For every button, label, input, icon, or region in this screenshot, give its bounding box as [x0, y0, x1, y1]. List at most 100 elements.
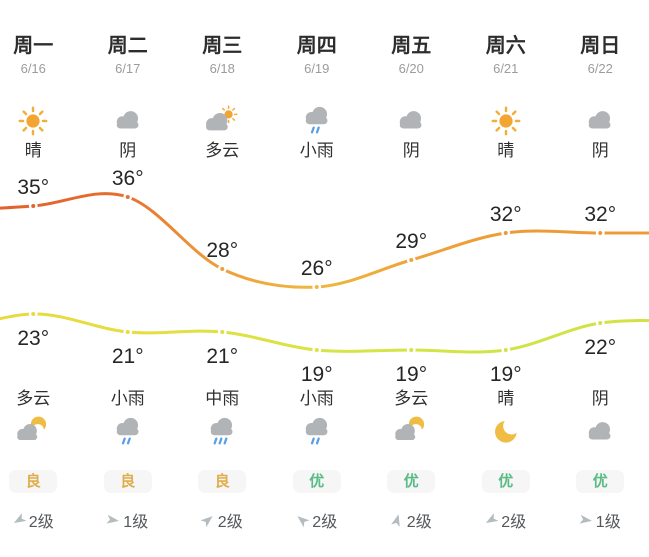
high-temp-point: [28, 201, 38, 211]
low-temp-point: [123, 327, 133, 337]
light-rain-icon: [300, 104, 334, 138]
date-label: 6/21: [493, 61, 519, 76]
partly-cloudy-icon: [205, 104, 239, 138]
low-temp-point: [28, 309, 38, 319]
low-label: 21°: [112, 345, 144, 368]
sun-icon: [16, 104, 50, 138]
day-condition-label: 阴: [402, 141, 420, 160]
forecast-day-column[interactable]: 周二 6/17 阴 小雨 良 1级: [81, 0, 176, 557]
day-condition-label: 多云: [205, 141, 240, 160]
night-condition-label: 晴: [497, 389, 515, 408]
high-label: 26°: [301, 257, 333, 280]
high-temp-point: [123, 192, 133, 202]
sun-icon: [489, 104, 523, 138]
cloud-icon: [583, 415, 617, 449]
low-label: 23°: [17, 327, 49, 350]
high-temp-point: [217, 264, 227, 274]
temperature-chart: 35° 36° 28° 26° 29° 32° 32° 23° 21° 21° 19° 19° 19° 2…: [0, 167, 649, 386]
wind-level-label: 1级: [595, 514, 621, 531]
wind-direction-icon: [199, 512, 216, 529]
high-temp-point: [501, 228, 511, 238]
day-of-week-label: 周二: [107, 35, 148, 57]
wind-direction-icon: [106, 513, 121, 527]
aqi-badge[interactable]: 优: [387, 470, 436, 493]
night-condition-label: 多云: [16, 389, 51, 408]
wind-level: 2级: [296, 508, 337, 532]
wind-level-label: 2级: [312, 514, 338, 531]
wind-direction-icon: [294, 512, 311, 529]
forecast-day-column[interactable]: 周四 6/19 小雨 小雨 优 2级: [270, 0, 365, 557]
wind-level-label: 2级: [501, 514, 527, 531]
wind-level: 2级: [199, 508, 243, 532]
high-label: 35°: [17, 176, 49, 199]
day-of-week-label: 周一: [13, 35, 54, 57]
high-temp-point: [312, 282, 322, 292]
day-condition-label: 小雨: [299, 141, 334, 160]
night-condition-label: 小雨: [299, 389, 334, 408]
wind-level: 1级: [579, 508, 621, 532]
high-temp-point: [406, 255, 416, 265]
aqi-badge[interactable]: 良: [103, 470, 152, 493]
high-temp-line: [0, 192, 649, 289]
forecast-day-column[interactable]: 周日 6/22 阴 阴 优 1级: [553, 0, 648, 557]
high-temp-point: [595, 228, 605, 238]
low-temp-point: [501, 345, 511, 355]
low-temp-line: [0, 312, 649, 354]
night-condition-label: 阴: [591, 389, 609, 408]
wind-level-label: 2级: [28, 514, 54, 531]
low-temp-point: [217, 327, 227, 337]
low-label: 21°: [206, 345, 238, 368]
forecast-day-column[interactable]: 周一 6/16 晴 多云 良 2级: [0, 0, 81, 557]
day-of-week-label: 周五: [391, 35, 432, 57]
forecast-day-column[interactable]: 周五 6/20 阴 多云 优 2级: [364, 0, 459, 557]
night-condition-label: 小雨: [110, 389, 145, 408]
wind-level-label: 2级: [406, 514, 432, 531]
forecast-day-column[interactable]: 周三 6/18 多云 中雨 良 2级: [175, 0, 270, 557]
wind-direction-icon: [483, 512, 499, 528]
moderate-rain-icon: [205, 415, 239, 449]
aqi-badge[interactable]: 优: [576, 470, 625, 493]
wind-level: 2级: [13, 508, 54, 532]
cloud-moon-icon: [16, 415, 50, 449]
high-label: 36°: [112, 167, 144, 190]
low-label: 19°: [490, 363, 522, 386]
high-label: 29°: [395, 230, 427, 253]
wind-level: 1级: [106, 508, 149, 532]
wind-level-label: 2级: [217, 514, 243, 531]
day-condition-label: 阴: [591, 141, 609, 160]
high-label: 32°: [490, 203, 522, 226]
high-label: 32°: [584, 203, 616, 226]
low-label: 19°: [301, 363, 333, 386]
cloud-icon: [394, 104, 428, 138]
night-condition-label: 多云: [394, 389, 429, 408]
low-temp-point: [406, 345, 416, 355]
aqi-badge[interactable]: 优: [292, 470, 341, 493]
low-temp-point: [312, 345, 322, 355]
high-label: 28°: [206, 239, 238, 262]
wind-level-label: 1级: [123, 514, 149, 531]
day-of-week-label: 周六: [485, 35, 526, 57]
cloud-icon: [583, 104, 617, 138]
cloud-moon-icon: [394, 415, 428, 449]
aqi-badge[interactable]: 良: [9, 470, 58, 493]
aqi-badge[interactable]: 优: [481, 470, 530, 493]
forecast-day-column[interactable]: 周六 6/21 晴 晴 优 2级: [459, 0, 554, 557]
day-condition-label: 晴: [497, 141, 515, 160]
date-label: 6/19: [304, 61, 330, 76]
date-label: 6/18: [209, 61, 235, 76]
wind-direction-icon: [11, 512, 27, 528]
date-label: 6/17: [115, 61, 141, 76]
wind-direction-icon: [579, 513, 593, 527]
day-of-week-label: 周三: [202, 35, 243, 57]
day-condition-label: 晴: [24, 141, 42, 160]
date-label: 6/20: [398, 61, 424, 76]
moon-icon: [489, 415, 523, 449]
date-label: 6/22: [587, 61, 613, 76]
day-of-week-label: 周四: [296, 35, 337, 57]
night-condition-label: 中雨: [205, 389, 240, 408]
aqi-badge[interactable]: 良: [198, 470, 247, 493]
wind-level: 2级: [485, 508, 526, 532]
wind-level: 2级: [390, 508, 432, 532]
